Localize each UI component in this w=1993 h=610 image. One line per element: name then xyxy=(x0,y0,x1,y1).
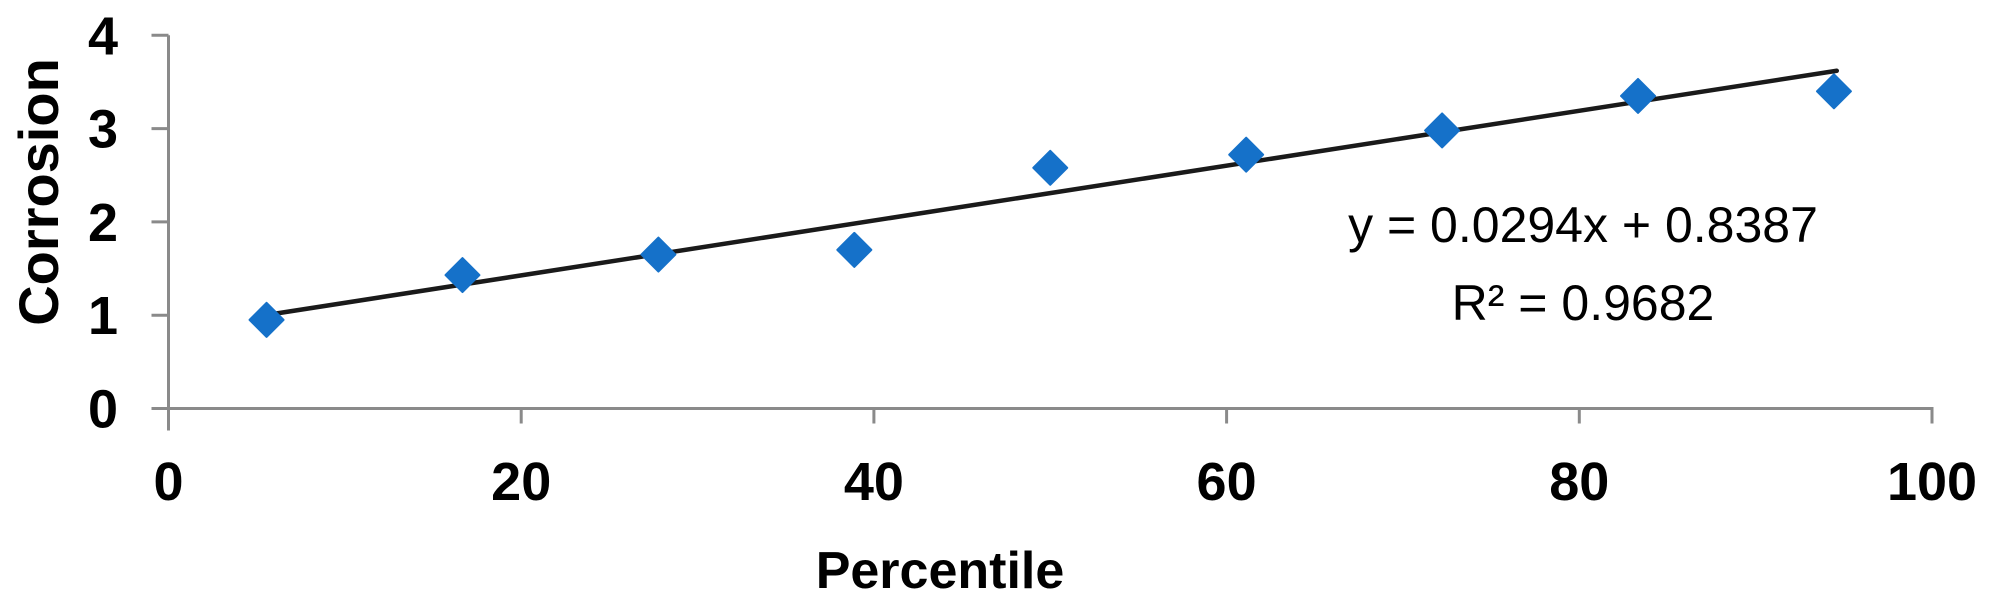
trendline xyxy=(264,68,1840,318)
data-point-diamond xyxy=(1424,112,1461,149)
x-tick-label: 0 xyxy=(153,452,183,512)
data-point-diamond xyxy=(1228,136,1265,173)
x-axis-title: Percentile xyxy=(816,542,1065,600)
y-axis-title: Corrosion xyxy=(7,58,70,326)
y-tick-label: 0 xyxy=(88,380,118,440)
y-tick-label: 3 xyxy=(88,100,118,160)
data-point-diamond xyxy=(1815,73,1852,110)
trendline-equation-label: y = 0.0294x + 0.8387 xyxy=(1348,197,1818,253)
data-point-diamond xyxy=(248,301,285,338)
y-tick-label: 2 xyxy=(88,193,118,253)
data-point-diamond xyxy=(444,257,481,294)
x-tick-label: 20 xyxy=(491,452,551,512)
x-tick-label: 100 xyxy=(1887,452,1977,512)
y-tick-label: 4 xyxy=(88,6,118,66)
x-tick-label: 40 xyxy=(844,452,904,512)
x-tick-label: 80 xyxy=(1549,452,1609,512)
data-point-diamond xyxy=(1032,149,1069,186)
y-tick-label: 1 xyxy=(88,286,118,346)
data-point-diamond xyxy=(836,231,873,268)
trendline-r-squared-label: R² = 0.9682 xyxy=(1452,275,1715,331)
axes xyxy=(151,33,1934,431)
data-series xyxy=(248,68,1852,338)
data-point-diamond xyxy=(1620,77,1657,114)
x-tick-label: 60 xyxy=(1197,452,1257,512)
data-point-diamond xyxy=(640,236,677,273)
